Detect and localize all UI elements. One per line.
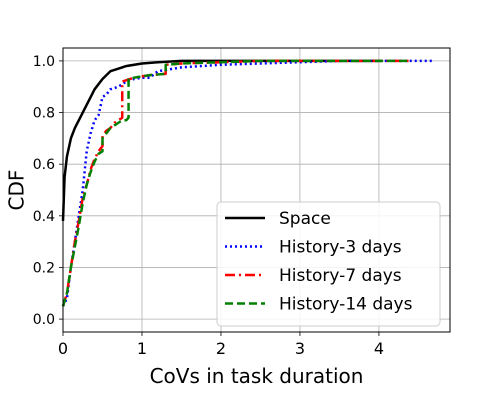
x-tick-label: 2 [216,339,226,358]
x-tick-label: 0 [58,339,68,358]
legend-label: History-7 days [279,266,402,286]
legend: Space History-3 days History-7 days History… [216,201,441,327]
series-lines [61,59,435,307]
y-axis-label: CDF [5,170,29,211]
legend-box [216,201,441,327]
y-tick-label: 1.0 [33,54,55,70]
legend-label: Space [279,209,331,229]
legend-label: History-3 days [279,238,402,258]
x-tick-label: 1 [137,339,147,358]
x-axis-label: CoVs in task duration [150,364,364,388]
y-tick-label: 0.4 [33,209,55,225]
legend-label: History-14 days [279,295,413,315]
y-tick-label: 0.2 [33,260,55,276]
y-tick-label: 0.6 [33,157,55,173]
x-tick-label: 4 [374,339,384,358]
plot-frame [62,47,451,333]
y-tick-label: 0.0 [33,312,55,328]
y-tick-label: 0.8 [33,106,55,122]
series-line-history-14-days [61,59,411,307]
ticks: 0 1 2 3 4 0.0 0.2 0.4 0.6 0.8 1.0 [33,54,384,358]
x-tick-label: 3 [295,339,305,358]
